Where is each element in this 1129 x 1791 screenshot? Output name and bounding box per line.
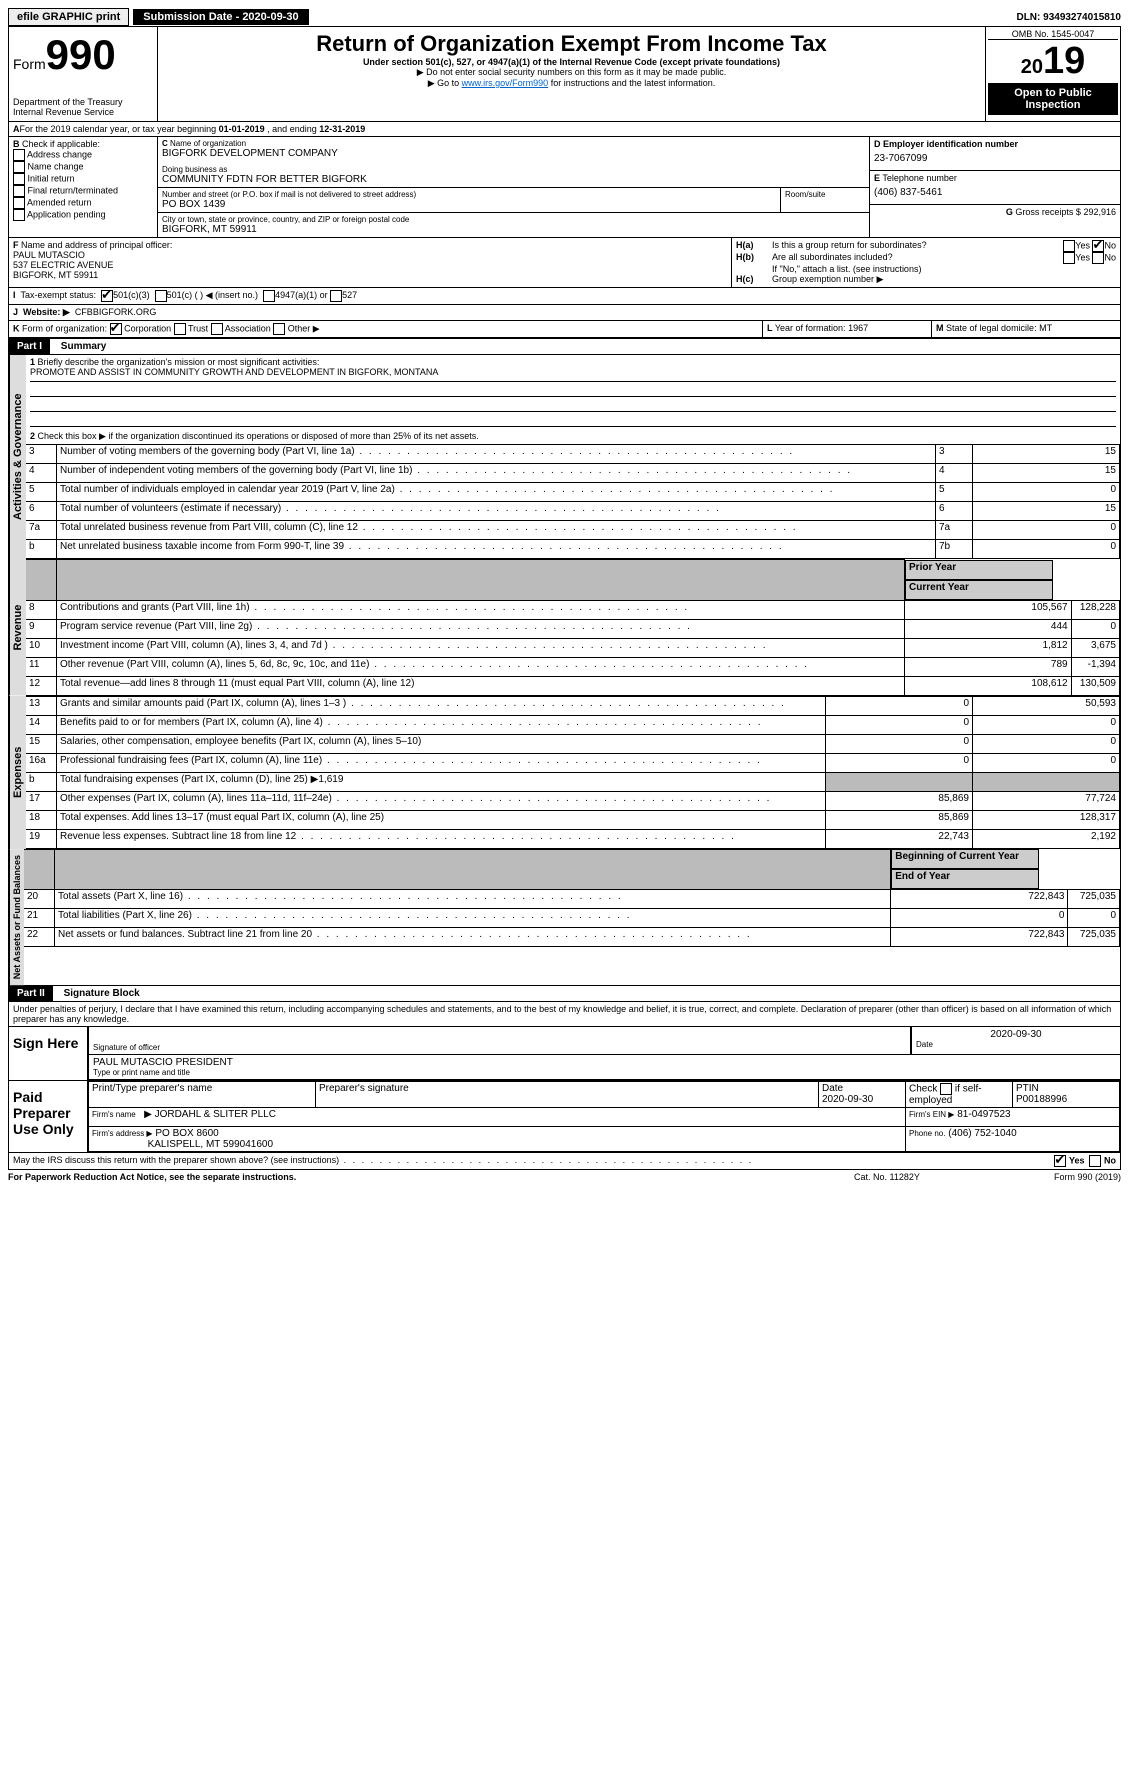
form-title: Return of Organization Exempt From Incom… (162, 31, 981, 57)
cb-assoc[interactable] (211, 323, 223, 335)
section-j: J Website: ▶ CFBBIGFORK.ORG (9, 305, 1120, 321)
cb-501c3[interactable] (101, 290, 113, 302)
tab-net-assets: Net Assets or Fund Balances (9, 849, 24, 985)
cb-527[interactable] (330, 290, 342, 302)
mission-text: PROMOTE AND ASSIST IN COMMUNITY GROWTH A… (30, 367, 1116, 382)
room-suite: Room/suite (781, 188, 869, 212)
section-h: H(a)Is this a group return for subordina… (732, 238, 1120, 287)
paid-preparer: Paid Preparer Use Only Print/Type prepar… (9, 1081, 1120, 1152)
omb: OMB No. 1545-0047 (988, 29, 1118, 40)
dba: COMMUNITY FDTN FOR BETTER BIGFORK (162, 174, 865, 185)
section-a: AFor the 2019 calendar year, or tax year… (9, 122, 1120, 137)
form-outer: Form990 Department of the Treasury Inter… (8, 26, 1121, 1170)
gross-receipts: 292,916 (1083, 207, 1116, 217)
dln: DLN: 93493274015810 (1016, 12, 1121, 23)
form-header: Form990 Department of the Treasury Inter… (9, 27, 1120, 122)
cb-initial-return[interactable] (13, 173, 25, 185)
part2-header: Part II Signature Block (9, 985, 1120, 1002)
website: CFBBIGFORK.ORG (75, 307, 157, 317)
part1-header: Part I Summary (9, 338, 1120, 355)
org-city: BIGFORK, MT 59911 (162, 224, 865, 235)
discuss-row: May the IRS discuss this return with the… (9, 1152, 1120, 1169)
section-c: C Name of organization BIGFORK DEVELOPME… (158, 137, 869, 237)
irs-link[interactable]: www.irs.gov/Form990 (462, 78, 549, 88)
cb-hb-no[interactable] (1092, 252, 1104, 264)
revenue-table: Prior YearCurrent Year 8Contributions an… (26, 559, 1120, 696)
cb-self-employed[interactable] (940, 1083, 952, 1095)
sign-here: Sign Here Signature of officer 2020-09-3… (9, 1027, 1120, 1081)
cb-address-change[interactable] (13, 149, 25, 161)
section-i: I Tax-exempt status: 501(c)(3) 501(c) ( … (9, 288, 1120, 305)
open-public-badge: Open to Public Inspection (988, 83, 1118, 115)
cb-trust[interactable] (174, 323, 186, 335)
cb-4947[interactable] (263, 290, 275, 302)
topbar: efile GRAPHIC print Submission Date - 20… (8, 8, 1121, 26)
section-m: M State of legal domicile: MT (932, 321, 1120, 337)
cb-amended[interactable] (13, 197, 25, 209)
form-id: Form990 (13, 31, 153, 79)
dept: Department of the Treasury Internal Reve… (13, 97, 153, 117)
section-k: K Form of organization: Corporation Trus… (9, 321, 763, 337)
tab-expenses: Expenses (9, 696, 26, 849)
ein: 23-7067099 (874, 149, 1116, 168)
org-address: PO BOX 1439 (162, 199, 776, 210)
cb-ha-yes[interactable] (1063, 240, 1075, 252)
expenses-table: 13Grants and similar amounts paid (Part … (26, 696, 1120, 849)
phone: (406) 837-5461 (874, 183, 1116, 202)
section-f: F Name and address of principal officer:… (9, 238, 732, 287)
perjury-statement: Under penalties of perjury, I declare th… (9, 1002, 1120, 1027)
cb-corp[interactable] (110, 323, 122, 335)
cb-ha-no[interactable] (1092, 240, 1104, 252)
cb-name-change[interactable] (13, 161, 25, 173)
cb-hb-yes[interactable] (1063, 252, 1075, 264)
tax-year: 2019 (988, 40, 1118, 83)
gov-table: 3Number of voting members of the governi… (26, 444, 1120, 559)
cb-discuss-no[interactable] (1089, 1155, 1101, 1167)
org-name: BIGFORK DEVELOPMENT COMPANY (162, 148, 865, 159)
tab-governance: Activities & Governance (9, 355, 26, 559)
subtitle-2: ▶ Do not enter social security numbers o… (162, 67, 981, 78)
tab-revenue: Revenue (9, 559, 26, 696)
section-l: L Year of formation: 1967 (763, 321, 932, 337)
section-deg: D Employer identification number 23-7067… (869, 137, 1120, 237)
cb-app-pending[interactable] (13, 209, 25, 221)
section-b: B Check if applicable: Address change Na… (9, 137, 158, 237)
submission-date: Submission Date - 2020-09-30 (133, 9, 308, 25)
subtitle-3: ▶ Go to www.irs.gov/Form990 for instruct… (162, 78, 981, 89)
cb-501c[interactable] (155, 290, 167, 302)
cb-discuss-yes[interactable] (1054, 1155, 1066, 1167)
subtitle-1: Under section 501(c), 527, or 4947(a)(1)… (162, 57, 981, 67)
cb-final-return[interactable] (13, 185, 25, 197)
efile-btn[interactable]: efile GRAPHIC print (8, 8, 129, 26)
cb-other[interactable] (273, 323, 285, 335)
footer: For Paperwork Reduction Act Notice, see … (8, 1170, 1121, 1182)
net-assets-table: Beginning of Current YearEnd of Year 20T… (24, 849, 1120, 948)
